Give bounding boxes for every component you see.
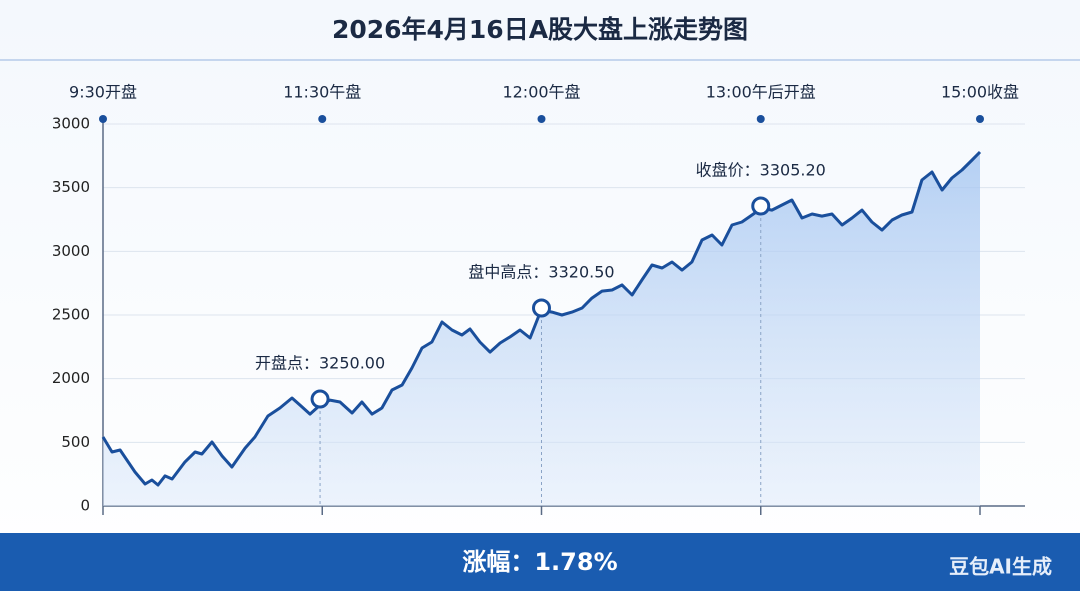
annotation-text: 收盘价：3305.20 [696, 161, 826, 180]
x-tick-dot [976, 115, 984, 123]
x-tick-dot [318, 115, 327, 123]
y-tick-label: 2000 [52, 369, 90, 387]
y-tick-label: 3000 [52, 115, 90, 133]
chart-title: 2026年4月16日A股大盘上涨走势图 [332, 15, 748, 44]
x-tick-dot [756, 115, 765, 123]
x-tick-label: 12:00午盘 [502, 83, 580, 102]
x-tick-label: 9:30开盘 [69, 83, 137, 102]
footer-text: 涨幅：1.78% [462, 548, 617, 576]
y-tick-label: 3000 [52, 242, 90, 260]
y-tick-label: 0 [80, 497, 90, 515]
watermark: 豆包AI生成 [949, 555, 1052, 579]
x-tick-label: 11:30午盘 [283, 83, 361, 102]
x-tick-label: 13:00午后开盘 [706, 83, 816, 102]
y-tick-label: 3500 [52, 178, 90, 196]
plot-area: 0 500 2000 2500 3000 3500 3000 9:30开盘 11:30午盘 12:… [52, 83, 1025, 515]
annotation-text: 盘中高点：3320.50 [468, 262, 614, 281]
y-tick-label: 500 [61, 433, 90, 451]
x-tick-dot [537, 115, 546, 123]
x-tick-dot [99, 115, 107, 123]
annotation-marker [532, 298, 551, 318]
annotation-marker [751, 196, 771, 216]
x-tick-label: 15:00收盘 [941, 83, 1019, 102]
y-tick-label: 2500 [52, 306, 90, 324]
annotation-marker [310, 389, 330, 409]
footer-band [0, 533, 1080, 591]
annotation-text: 开盘点：3250.00 [255, 354, 385, 373]
